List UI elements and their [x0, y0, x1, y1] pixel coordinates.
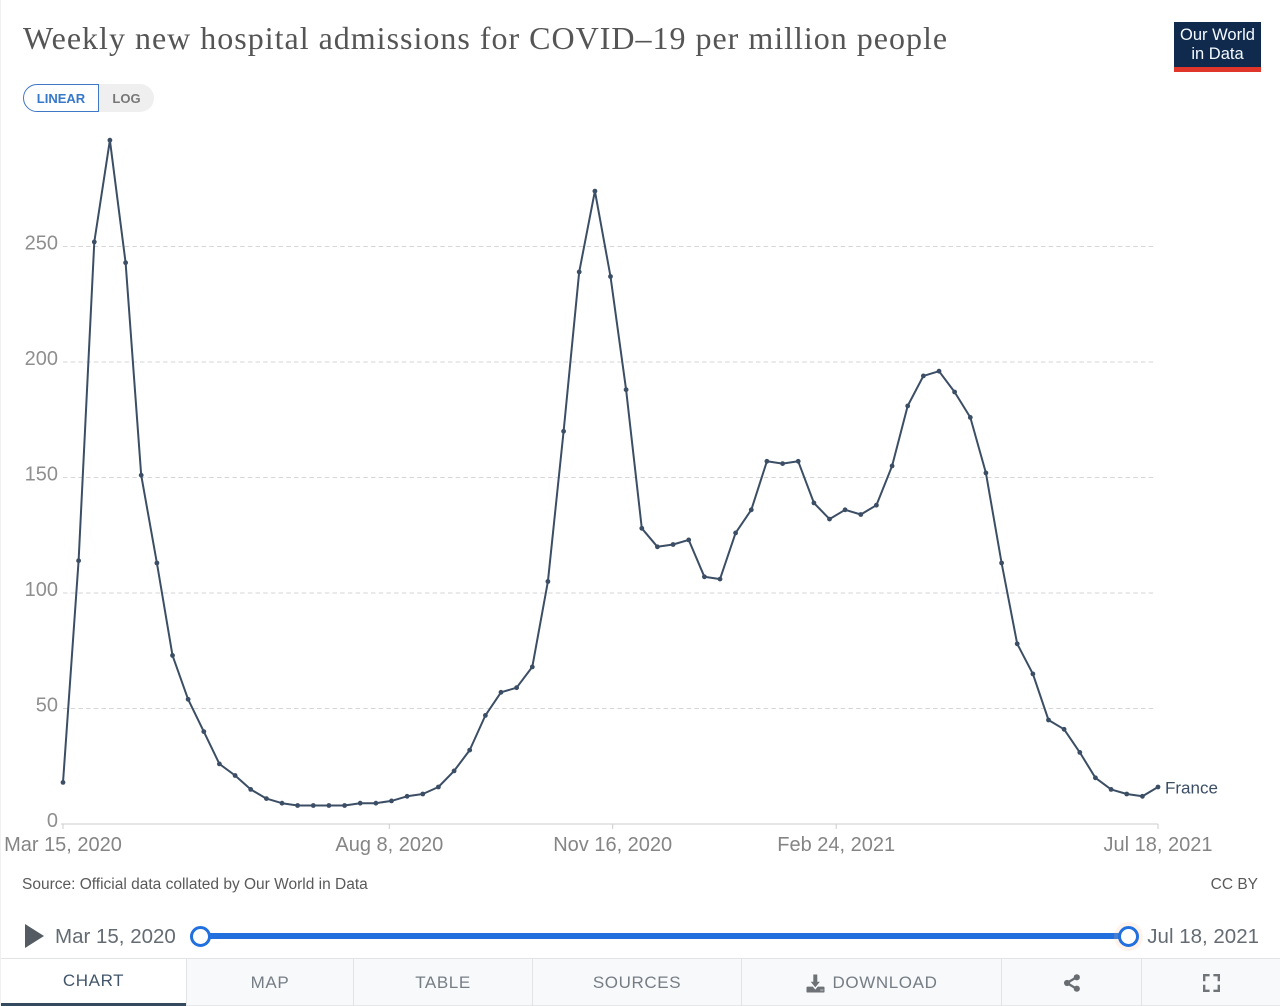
svg-text:100: 100 — [25, 579, 58, 601]
svg-text:50: 50 — [36, 694, 58, 716]
svg-text:0: 0 — [47, 810, 58, 832]
svg-text:150: 150 — [25, 463, 58, 485]
svg-text:Feb 24, 2021: Feb 24, 2021 — [777, 834, 895, 856]
svg-text:Mar 15, 2020: Mar 15, 2020 — [4, 834, 122, 856]
svg-text:Nov 16, 2020: Nov 16, 2020 — [553, 834, 672, 856]
svg-text:200: 200 — [25, 348, 58, 370]
svg-text:250: 250 — [25, 232, 58, 254]
svg-text:France: France — [1165, 779, 1218, 798]
svg-text:Aug 8, 2020: Aug 8, 2020 — [335, 834, 443, 856]
svg-text:Jul 18, 2021: Jul 18, 2021 — [1104, 834, 1213, 856]
